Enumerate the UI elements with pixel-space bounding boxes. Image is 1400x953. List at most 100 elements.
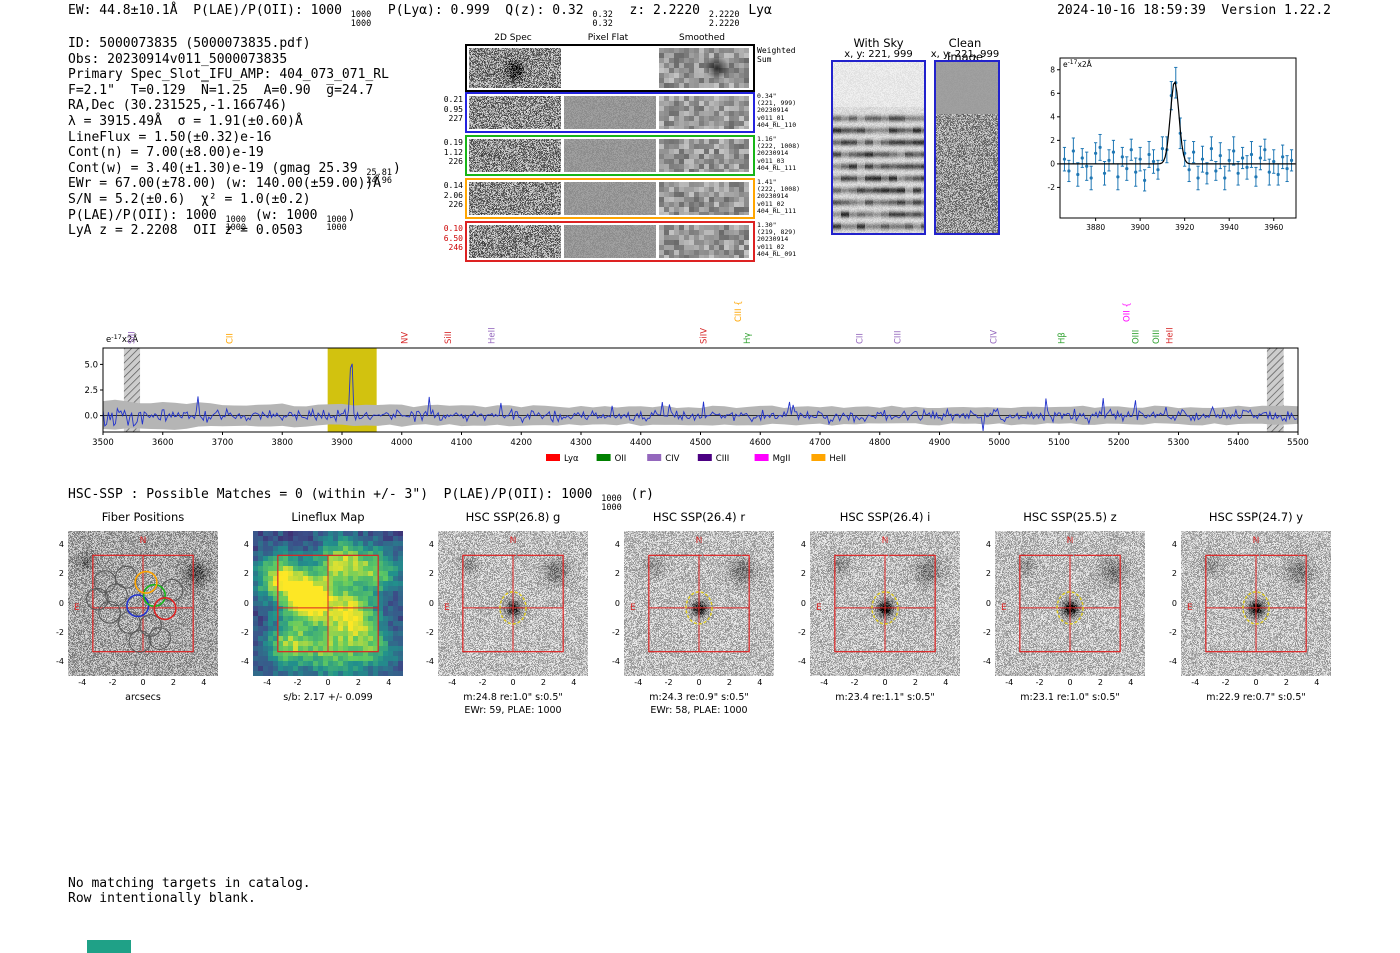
spec2d-sub-image	[564, 225, 656, 258]
spectrum-y-tick-label: 0.0	[84, 412, 98, 422]
mask-circle	[885, 531, 931, 568]
cutout-y-tick-label: -2	[612, 627, 620, 637]
left-label-line: 226	[448, 157, 463, 166]
cutout-overlay	[277, 554, 379, 653]
data-point	[1272, 159, 1276, 164]
cutout-y-tick-label: -2	[426, 627, 434, 637]
right-label-line: 404_RL_111	[757, 206, 797, 215]
data-point	[1129, 148, 1133, 152]
data-point	[1285, 166, 1289, 171]
cutout-x-tick-label: 4	[571, 678, 577, 687]
spectrum-x-tick-label: 4200	[510, 438, 532, 448]
cutout-panel-hsc: HSC SSP(26.8) g N E -4 -4 -2 -2 0 0 2 2 4 4 m:24.8 re…	[426, 506, 588, 731]
data-point	[1134, 170, 1138, 174]
right-label-line: v011_03	[757, 156, 785, 165]
spectrum-x-tick-label: 4300	[570, 438, 592, 448]
cutout-y-tick-label: 0	[428, 598, 434, 608]
cutout-x-tick-label: 2	[726, 678, 732, 687]
spectrum-x-tick-label: 4800	[869, 438, 891, 448]
tspan-shape: e	[106, 335, 111, 345]
cutout-y-tick-label: 0	[1171, 598, 1177, 608]
cutout-panel-hsc: HSC SSP(26.4) r N E -4 -4 -2 -2 0 0 2 2 4 4 m:24.3 re…	[612, 506, 774, 731]
legend-label: CIV	[665, 454, 679, 464]
data-point	[1254, 175, 1258, 179]
text-segment: (r)	[622, 487, 655, 502]
gaussian-fit-curve	[1059, 80, 1296, 165]
spec2d-sub-image	[469, 48, 561, 88]
cutout-x-tick-label: 4	[757, 678, 763, 687]
spectrum-y-tick-label: 5.0	[84, 360, 98, 370]
cutout-x-tick-label: -2	[293, 678, 302, 687]
full-spectrum-plot: 3500 3600 3700 3800 3900 4000 4100 4200 4300 4400…	[84, 300, 1308, 464]
cutout-x-tick-label: 0	[1067, 678, 1073, 687]
fiber-circle	[86, 587, 109, 611]
emission-line-label: HeII	[1166, 327, 1176, 344]
cutout-caption-1: m:23.1 re:1.0" s:0.5"	[1020, 692, 1120, 703]
spectrum-y-tick-label: 2.5	[84, 386, 98, 396]
data-point	[1232, 149, 1236, 153]
spec2d-row	[465, 221, 755, 262]
cutout-panel-hsc: HSC SSP(25.5) z N E -4 -4 -2 -2 0 0 2 2 4 4 m:23.1 re…	[983, 506, 1145, 731]
data-point	[1102, 171, 1107, 175]
cutout-x-tick-label: 4	[1314, 678, 1320, 687]
text-segment: ID: 5000073835 (5000073835.pdf)	[68, 36, 311, 51]
text-segment: Cont(w) = 3.40(±1.30)e-19 (gmag 25.39	[68, 160, 366, 176]
cutout-x-tick-label: -2	[478, 678, 487, 687]
spectrum-x-tick-label: 5100	[1048, 438, 1070, 448]
cutout-y-tick-label: -4	[983, 656, 991, 666]
cutout-caption-2: EWr: 59, PLAE: 1000	[464, 705, 562, 716]
cutout-x-tick-label: -4	[78, 678, 87, 687]
fraction-denominator: 0.32	[592, 18, 613, 29]
left-label-line: 0.95	[443, 104, 463, 114]
left-label-line: 246	[448, 243, 463, 252]
legend-label: OII	[615, 454, 627, 464]
right-label-line: 20230914	[757, 149, 789, 158]
spec2d-col-header: 2D Spec	[494, 33, 532, 43]
right-label-line: (222, 1008)	[757, 185, 801, 194]
legend-swatch	[596, 454, 611, 461]
cutout-y-tick-label: 2	[243, 569, 249, 579]
cutout-y-tick-label: 4	[1171, 540, 1177, 550]
data-point	[1209, 146, 1213, 151]
cutout-y-tick-label: -2	[1169, 627, 1177, 637]
fiber-circle	[93, 570, 117, 593]
compass-east-label: E	[1187, 603, 1193, 613]
info-line-4: F=2.1" T=0.129 N̅=1.25 A=0.90 g̅=24.7	[68, 83, 401, 99]
right-label-line: 404_RL_111	[757, 163, 797, 172]
inset-x-tick-label: 3880	[1086, 223, 1105, 232]
compass-east-label: E	[1001, 603, 1007, 613]
left-label-line: 2.06	[443, 190, 463, 200]
tspan-shape: x2Å	[1077, 60, 1092, 69]
cutout-caption-1: arcsecs	[125, 692, 161, 703]
aperture-ellipse	[1242, 591, 1270, 625]
fraction-numerator: 1000	[225, 214, 247, 225]
right-label-line: 20230914	[757, 235, 789, 244]
data-point	[1281, 155, 1285, 159]
info-line-6: λ = 3915.49Å σ = 1.91(±0.60)Å	[68, 114, 401, 130]
fraction-denominator: 2.2220	[708, 18, 740, 29]
cutout-x-tick-label: 2	[170, 678, 176, 687]
emission-line-label: SiII	[444, 331, 454, 344]
fraction-denominator: 1000	[350, 18, 372, 29]
cutout-y-tick-label: 0	[800, 598, 806, 608]
info-line-12: P(LAE)/P(OII): 1000 1000 1000 (w: 1000 10…	[68, 208, 401, 233]
stacked-fraction: 2.2220 2.2220	[709, 11, 740, 28]
cutout-y-tick-label: 0	[243, 598, 249, 608]
spec2d-sub-image	[659, 225, 749, 258]
emission-line-label: NV	[401, 332, 411, 344]
fiber-circle-colored	[134, 570, 158, 594]
text-segment: Cont(n) = 7.00(±8.00)e-19	[68, 145, 264, 161]
data-point	[1191, 150, 1196, 154]
stacked-fraction: 1000 1000	[601, 495, 621, 512]
data-point	[1187, 168, 1191, 172]
cutout-x-tick-label: 2	[355, 678, 361, 687]
stacked-fraction: 1000 1000	[351, 11, 371, 28]
cutout-x-tick-label: 4	[1128, 678, 1134, 687]
compass-north-label: N	[1067, 536, 1074, 546]
imaging-cutouts-row: Fiber Positions N E -4 -4 -2 -2 0 0 2 2 4 4 arcsecs Li…	[0, 506, 1400, 736]
cutout-y-tick-label: -2	[56, 627, 64, 637]
legend-swatch	[697, 454, 712, 461]
spec2d-sub-image	[659, 96, 749, 129]
cutout-x-tick-label: -2	[108, 678, 117, 687]
